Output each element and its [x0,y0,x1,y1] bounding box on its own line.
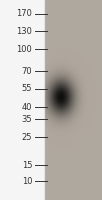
Text: 55: 55 [22,84,32,93]
Bar [0,0,45,200]
Bar [45,0,102,200]
Text: 40: 40 [22,102,32,112]
Text: 25: 25 [22,132,32,142]
Text: 15: 15 [22,160,32,170]
Text: 70: 70 [22,66,32,75]
Text: 35: 35 [22,114,32,123]
Text: 100: 100 [16,45,32,53]
Text: 10: 10 [22,176,32,186]
Text: 130: 130 [16,26,32,36]
Text: 170: 170 [16,9,32,19]
